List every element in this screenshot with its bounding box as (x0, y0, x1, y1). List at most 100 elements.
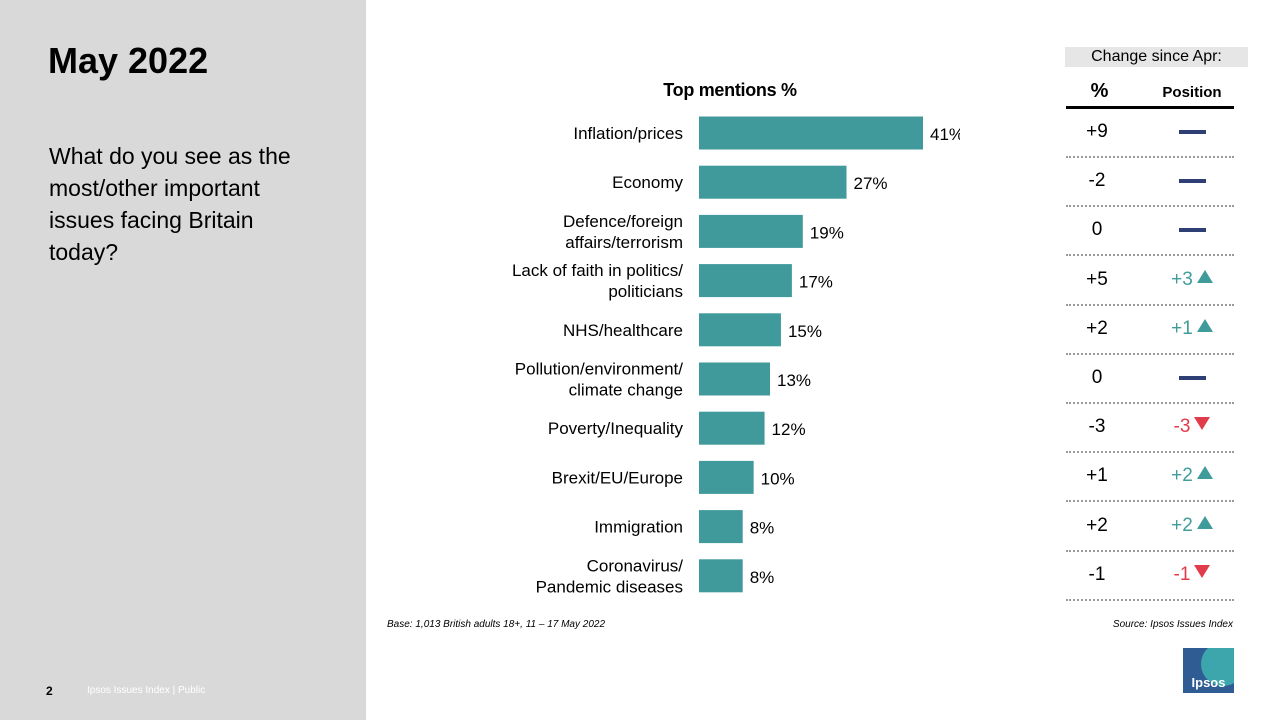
change-position: +3 (1152, 269, 1232, 291)
position-change-value: -3 (1173, 416, 1191, 438)
category-label: Poverty/Inequality (548, 419, 684, 438)
change-row: +1 +2 (1066, 453, 1234, 503)
base-note: Base: 1,013 British adults 18+, 11 – 17 … (387, 619, 606, 630)
value-label: 15% (788, 322, 822, 341)
change-pct: -2 (1088, 170, 1106, 192)
source-note: Source: Ipsos Issues Index (1112, 619, 1233, 630)
bar (699, 362, 771, 396)
value-label: 8% (750, 519, 775, 538)
survey-question: What do you see as the most/other import… (49, 143, 291, 265)
change-pct: +9 (1086, 121, 1108, 142)
change-header: Change since Apr: (1065, 47, 1248, 67)
change-pct-header: % (1090, 80, 1109, 102)
category-label-line: NHS/healthcare (563, 321, 683, 340)
change-row: -2 (1066, 158, 1234, 208)
category-label-line: climate change (569, 381, 683, 400)
change-position: +2 (1152, 515, 1232, 537)
position-change-value: +2 (1171, 514, 1193, 536)
change-position: -3 (1152, 416, 1232, 438)
category-label: Economy (612, 173, 683, 192)
value-label: 12% (772, 420, 806, 439)
change-pct: +2 (1086, 317, 1108, 339)
change-position (1152, 121, 1232, 143)
change-pct: 0 (1091, 367, 1103, 388)
triangle-up-icon (1196, 318, 1213, 332)
value-label: 41% (930, 125, 960, 144)
position-change-value: -1 (1173, 563, 1191, 585)
bar (699, 460, 754, 494)
no-change-dash-icon (1178, 375, 1206, 380)
no-change-dash-icon (1178, 179, 1206, 184)
category-label: Inflation/prices (573, 124, 683, 143)
position-change-value: +3 (1171, 268, 1193, 290)
value-label: 13% (777, 371, 811, 390)
ipsos-logo: Ipsos (1183, 648, 1234, 693)
position-change-value: +1 (1171, 317, 1193, 339)
bar (699, 214, 803, 248)
change-row: 0 (1066, 355, 1234, 404)
change-position-header: Position (1162, 84, 1222, 101)
logo-text: Ipsos (1191, 675, 1226, 690)
left-panel (0, 0, 366, 720)
category-label: Defence/foreign affairs/terrorism (563, 212, 683, 252)
value-label: 17% (799, 273, 833, 292)
category-label: Immigration (594, 518, 683, 537)
category-label-line: Lack of faith in politics/ (512, 261, 683, 280)
bar (699, 510, 743, 544)
no-change-dash-icon (1178, 129, 1206, 134)
category-label-line: Immigration (594, 518, 683, 537)
category-label-line: Defence/foreign (563, 212, 683, 231)
category-label-line: Poverty/Inequality (548, 419, 684, 438)
bar (699, 264, 792, 298)
triangle-up-icon (1196, 515, 1213, 529)
bar (699, 116, 923, 150)
triangle-down-icon (1194, 417, 1211, 431)
category-label: Lack of faith in politics/politicians (512, 261, 683, 301)
change-row: -1 -1 (1066, 552, 1234, 601)
bar (699, 559, 743, 593)
change-row: +5 +3 (1066, 257, 1234, 306)
change-row: +2 +2 (1066, 503, 1234, 552)
value-label: 8% (750, 568, 775, 587)
category-label-line: Inflation/prices (573, 124, 683, 143)
value-label: 27% (854, 174, 888, 193)
no-change-dash-icon (1178, 228, 1206, 233)
bar (699, 165, 847, 199)
change-row: +9 (1066, 109, 1234, 158)
slide-title: May 2022 (48, 40, 209, 81)
change-pct: -1 (1088, 563, 1106, 585)
category-label-line: Economy (612, 173, 683, 192)
category-label-line: Pollution/environment/ (515, 360, 683, 379)
triangle-up-icon (1196, 466, 1213, 480)
page-number: 2 (46, 684, 53, 698)
bar (699, 411, 765, 445)
category-label-line: politicians (608, 282, 683, 301)
change-row: +2 +1 (1066, 306, 1234, 355)
category-label: Pollution/environment/climate change (515, 360, 683, 400)
category-label: Coronavirus/Pandemic diseases (536, 556, 684, 596)
change-position: -1 (1152, 564, 1232, 586)
header-rule (1066, 106, 1234, 109)
change-row: -3 -3 (1066, 404, 1234, 454)
category-label-line: Pandemic diseases (536, 577, 683, 596)
change-row: 0 (1066, 207, 1234, 257)
chart-title: Top mentions % (663, 80, 797, 100)
change-pct: +2 (1086, 514, 1108, 536)
change-position: +2 (1152, 465, 1232, 487)
category-label: NHS/healthcare (563, 321, 683, 340)
change-position (1152, 367, 1232, 389)
category-label: Brexit/EU/Europe (552, 468, 683, 487)
bar-chart: Inflation/prices 41% Economy 27% Defence/for… (512, 116, 960, 596)
triangle-down-icon (1194, 564, 1211, 578)
change-pct: 0 (1091, 219, 1103, 241)
footer-label: Ipsos Issues Index | Public (87, 685, 206, 696)
bar (699, 313, 781, 347)
change-position (1152, 170, 1232, 192)
category-label-line: affairs/terrorism (565, 233, 683, 252)
category-label-line: Brexit/EU/Europe (552, 468, 683, 487)
change-pct: -3 (1088, 416, 1106, 438)
change-position: +1 (1152, 318, 1232, 340)
triangle-up-icon (1196, 269, 1213, 283)
change-position (1152, 219, 1232, 241)
value-label: 19% (810, 223, 844, 242)
